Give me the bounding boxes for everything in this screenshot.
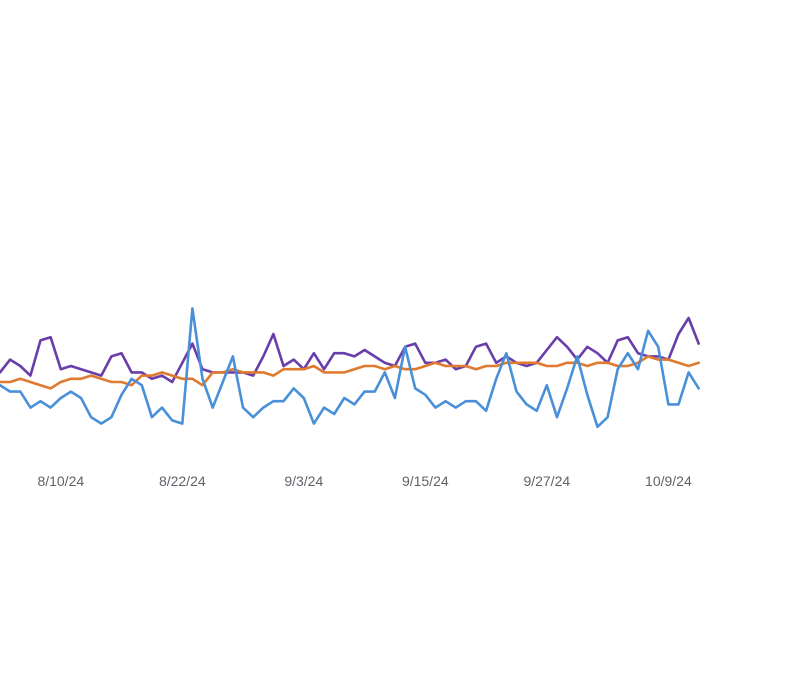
x-tick-label: 8/10/24 bbox=[37, 473, 84, 489]
x-tick-label: 8/22/24 bbox=[159, 473, 206, 489]
x-tick-label: 10/9/24 bbox=[645, 473, 692, 489]
x-tick-label: 9/15/24 bbox=[402, 473, 449, 489]
series-line-1 bbox=[0, 316, 701, 384]
series-line-2 bbox=[0, 355, 701, 390]
series-lines bbox=[0, 307, 701, 429]
series-line-3 bbox=[0, 307, 701, 429]
x-axis-tick-labels: 8/10/24 8/22/24 9/3/24 9/15/24 9/27/24 10/9/2… bbox=[37, 473, 692, 489]
x-tick-label: 9/3/24 bbox=[284, 473, 323, 489]
x-tick-label: 9/27/24 bbox=[523, 473, 570, 489]
